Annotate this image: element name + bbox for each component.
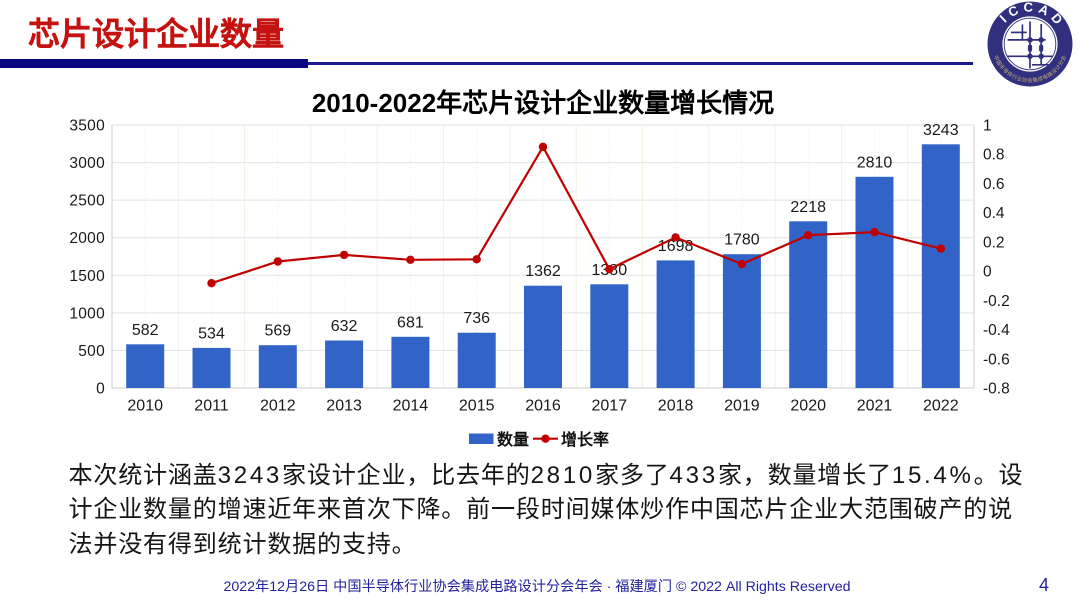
svg-text:534: 534: [198, 325, 225, 342]
svg-text:2015: 2015: [459, 398, 495, 415]
svg-text:2022: 2022: [923, 398, 959, 415]
svg-text:2012: 2012: [260, 398, 296, 415]
svg-text:数量: 数量: [497, 430, 529, 449]
svg-text:2018: 2018: [658, 398, 694, 415]
svg-text:569: 569: [264, 323, 291, 340]
svg-text:736: 736: [463, 310, 490, 327]
svg-text:632: 632: [331, 318, 358, 335]
svg-text:1500: 1500: [69, 268, 105, 285]
svg-text:1362: 1362: [525, 263, 561, 280]
svg-text:0.2: 0.2: [983, 234, 1005, 251]
svg-text:1: 1: [983, 118, 992, 135]
svg-text:0.4: 0.4: [983, 205, 1005, 222]
svg-text:2019: 2019: [724, 398, 760, 415]
svg-text:582: 582: [132, 322, 159, 339]
svg-text:2000: 2000: [69, 230, 105, 247]
svg-text:2500: 2500: [69, 193, 105, 210]
svg-text:2011: 2011: [194, 398, 229, 415]
svg-text:3243: 3243: [923, 122, 959, 139]
svg-text:2013: 2013: [326, 398, 362, 415]
svg-text:-0.8: -0.8: [983, 381, 1010, 398]
svg-text:-0.4: -0.4: [983, 322, 1010, 339]
svg-text:增长率: 增长率: [561, 430, 609, 449]
svg-text:2017: 2017: [592, 398, 628, 415]
svg-text:500: 500: [78, 343, 105, 360]
svg-text:2810: 2810: [857, 154, 893, 171]
svg-text:1000: 1000: [69, 305, 105, 322]
svg-text:0: 0: [983, 264, 992, 281]
svg-text:-0.6: -0.6: [983, 351, 1010, 368]
svg-text:681: 681: [397, 314, 424, 331]
svg-text:2218: 2218: [790, 199, 826, 216]
svg-text:2016: 2016: [525, 398, 561, 415]
svg-text:2021: 2021: [857, 398, 893, 415]
svg-text:3500: 3500: [69, 118, 105, 135]
svg-text:-0.2: -0.2: [983, 293, 1010, 310]
svg-text:2010: 2010: [127, 398, 163, 415]
svg-text:2014: 2014: [393, 398, 429, 415]
svg-text:3000: 3000: [69, 155, 105, 172]
svg-text:2020: 2020: [790, 398, 826, 415]
svg-text:0: 0: [96, 381, 105, 398]
svg-text:0.6: 0.6: [983, 176, 1005, 193]
svg-text:1780: 1780: [724, 232, 760, 249]
svg-text:0.8: 0.8: [983, 147, 1005, 164]
